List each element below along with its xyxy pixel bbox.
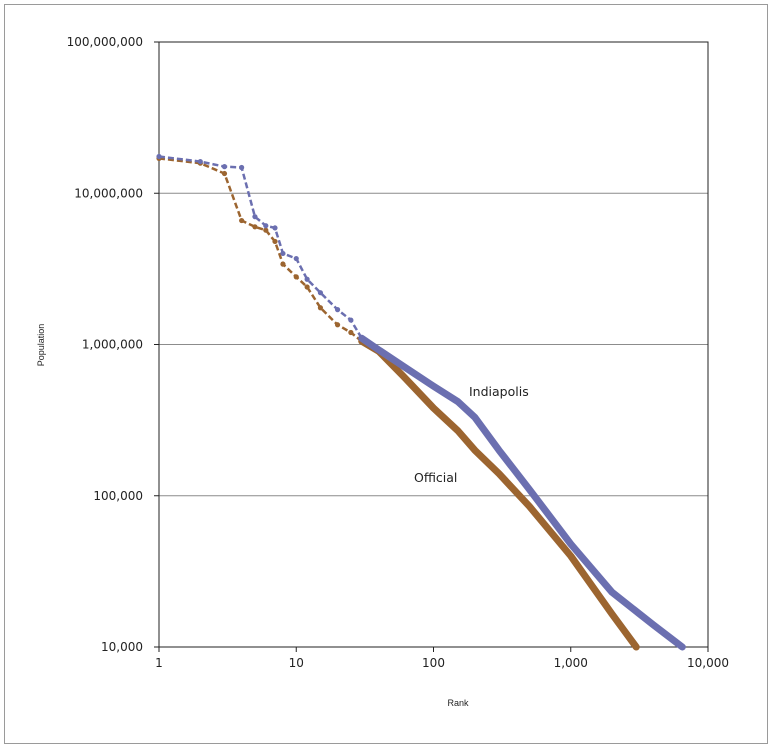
- chart-frame: [4, 4, 768, 744]
- indiapolis-label: Indiapolis: [469, 384, 529, 399]
- y-tick-label: 1,000,000: [82, 338, 143, 352]
- gridlines: [159, 41, 708, 648]
- official-data-point: [252, 224, 258, 230]
- y-tick-label: 10,000: [101, 640, 143, 654]
- y-tick-labels: 100,000,000 10,000,000 1,000,000 100,000 10,…: [67, 35, 143, 654]
- indiapolis-data-point: [221, 164, 228, 170]
- indiapolis-data-point: [280, 250, 286, 257]
- y-tick-label: 10,000,000: [74, 186, 143, 200]
- indiapolis-series-head: [158, 155, 363, 339]
- indiapolis-data-point: [304, 276, 310, 282]
- plot-area: [154, 41, 709, 652]
- x-tick-label: 100: [422, 656, 445, 670]
- official-data-point: [221, 170, 228, 177]
- x-tick-label: 1,000: [554, 656, 588, 670]
- indiapolis-data-point: [239, 164, 245, 171]
- x-tick-label: 10: [289, 656, 304, 670]
- official-series-head: [158, 157, 363, 343]
- indiapolis-data-point: [348, 317, 354, 323]
- x-tick-labels: 1 10 100 1,000 10,000: [155, 656, 729, 670]
- official-data-point: [239, 217, 245, 224]
- official-data-point: [317, 305, 324, 311]
- x-tick-label: 1: [155, 656, 163, 670]
- indiapolis-series-tail: [358, 334, 686, 651]
- y-tick-label: 100,000,000: [67, 35, 143, 49]
- official-series-tail: [358, 337, 640, 651]
- x-tick-label: 10,000: [687, 656, 729, 670]
- indiapolis-data-point: [317, 290, 324, 296]
- indiapolis-data-point: [263, 223, 269, 229]
- indiapolis-data-point: [293, 255, 299, 262]
- indiapolis-data-point: [334, 307, 341, 313]
- official-data-point: [293, 274, 299, 280]
- indiapolis-data-point: [197, 158, 203, 165]
- y-tick-label: 100,000: [93, 489, 143, 503]
- official-label: Official: [414, 470, 457, 485]
- indiapolis-data-point: [359, 335, 365, 341]
- x-axis-title: Rank: [447, 698, 469, 708]
- y-axis-title: Population: [36, 324, 46, 367]
- indiapolis-data-point: [272, 225, 278, 231]
- official-data-point: [334, 322, 341, 328]
- indiapolis-data-point: [156, 153, 162, 160]
- official-data-point: [263, 227, 269, 233]
- series-lines: [156, 153, 686, 651]
- official-data-point: [272, 238, 278, 245]
- official-data-point: [348, 329, 354, 336]
- official-data-point: [280, 261, 286, 267]
- official-data-point: [304, 284, 310, 290]
- indiapolis-data-point: [252, 214, 258, 220]
